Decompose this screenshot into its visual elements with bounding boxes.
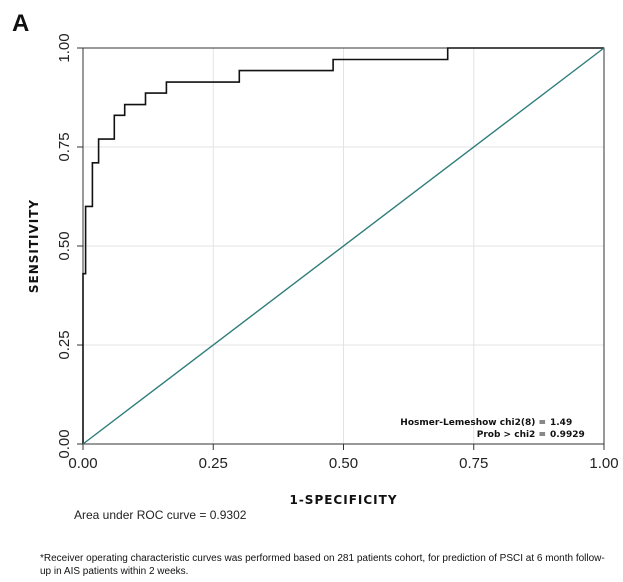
roc-curve-line xyxy=(82,47,604,444)
x-tick-label: 0.00 xyxy=(68,455,97,472)
x-axis-title: 1-SPECIFICITY xyxy=(289,493,397,507)
y-tick-label: 0.50 xyxy=(56,231,73,260)
y-axis-title: SENSITIVITY xyxy=(27,199,41,293)
x-tick-label: 0.75 xyxy=(459,455,488,472)
reference-diagonal-line xyxy=(82,47,605,445)
panel-label: A xyxy=(12,10,30,37)
prob-value: 0.9929 xyxy=(550,430,585,440)
auc-text: Area under ROC curve = 0.9302 xyxy=(74,508,247,522)
footnote: *Receiver operating characteristic curve… xyxy=(40,553,605,577)
series-layer xyxy=(82,47,605,445)
y-tick-label: 0.25 xyxy=(56,330,73,359)
x-tick-label: 0.25 xyxy=(199,455,228,472)
tick-layer: 0.00 0.25 0.50 0.75 1.00 0.00 0.25 0.50 0.75 1.00 xyxy=(56,33,619,472)
hosmer-lemeshow-value: 1.49 xyxy=(550,418,572,428)
roc-chart: 0.00 0.25 0.50 0.75 1.00 0.00 0.25 0.50 0.75 1.00… xyxy=(27,33,619,507)
y-tick-label: 0.75 xyxy=(56,132,73,161)
y-tick-label: 1.00 xyxy=(56,33,73,62)
hosmer-lemeshow-label: Hosmer-Lemeshow chi2(8) = xyxy=(400,418,546,428)
x-tick-label: 0.50 xyxy=(329,455,358,472)
x-tick-label: 1.00 xyxy=(589,455,618,472)
y-tick-label: 0.00 xyxy=(56,429,73,458)
prob-label: Prob > chi2 = xyxy=(477,430,546,440)
